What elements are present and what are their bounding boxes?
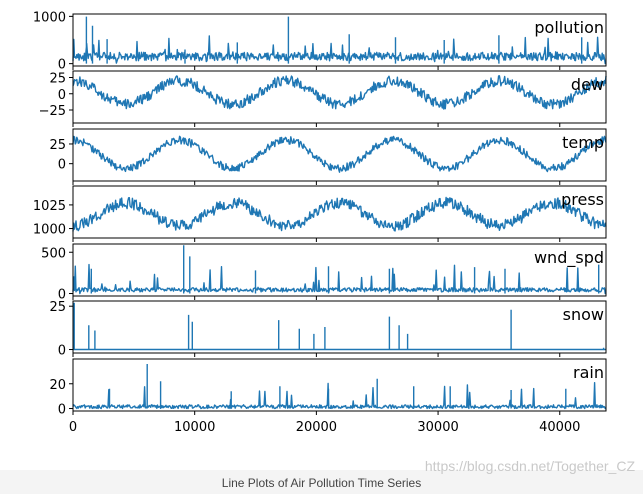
y-tick-label: 0 — [58, 288, 66, 303]
figure-caption: Line Plots of Air Pollution Time Series — [221, 476, 422, 490]
y-tick-label: −25 — [39, 104, 66, 119]
x-tick-label: 10000 — [174, 420, 215, 435]
x-tick-label: 20000 — [296, 420, 337, 435]
series-title-press: press — [561, 190, 604, 209]
x-tick-label: 40000 — [539, 420, 580, 435]
y-tick-label: 20 — [49, 378, 66, 393]
watermark: https://blog.csdn.net/Together_CZ — [424, 458, 635, 474]
y-tick-label: 0 — [58, 344, 66, 359]
x-tick-label: 30000 — [417, 420, 458, 435]
y-tick-label: 25 — [49, 72, 66, 87]
series-line-temp — [72, 135, 607, 173]
y-tick-label: 1000 — [33, 223, 66, 238]
y-tick-label: 25 — [49, 300, 66, 315]
y-tick-label: 1025 — [33, 199, 66, 214]
y-tick-label: 0 — [58, 403, 66, 418]
y-tick-label: 0 — [58, 158, 66, 173]
series-line-rain — [72, 364, 606, 410]
series-line-press — [72, 196, 607, 232]
caption-bar — [0, 470, 643, 494]
series-title-temp: temp — [562, 133, 604, 152]
series-title-dew: dew — [571, 75, 604, 94]
x-tick-label: 0 — [69, 420, 77, 435]
series-title-snow: snow — [563, 305, 604, 324]
y-tick-label: 25 — [49, 138, 66, 153]
y-tick-label: 0 — [58, 88, 66, 103]
subplot-frame-press — [72, 185, 607, 239]
subplot-frame-wnd-spd — [72, 243, 607, 297]
y-tick-label: 0 — [58, 58, 66, 73]
series-title-wnd-spd: wnd_spd — [534, 248, 604, 268]
series-line-pollution — [72, 16, 606, 65]
series-title-pollution: pollution — [534, 18, 604, 37]
subplot-frame-dew — [72, 70, 607, 124]
series-line-wnd-spd — [72, 245, 606, 295]
y-tick-label: 500 — [41, 246, 66, 261]
y-tick-label: 1000 — [33, 10, 66, 25]
subplot-frame-rain — [72, 358, 607, 412]
subplot-frame-temp — [72, 128, 607, 182]
series-line-dew — [72, 75, 607, 110]
subplot-frame-pollution — [72, 13, 607, 67]
subplot-frame-snow — [72, 300, 607, 354]
series-line-snow — [73, 302, 606, 351]
series-title-rain: rain — [573, 363, 604, 382]
